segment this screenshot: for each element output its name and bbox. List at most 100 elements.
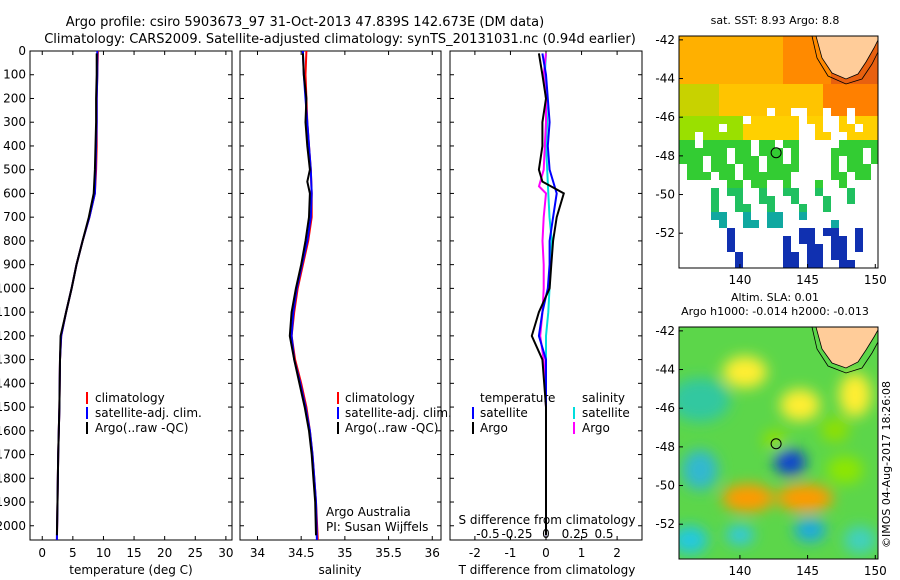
sst-cell (871, 140, 878, 148)
sst-cell (719, 172, 727, 180)
sst-cell (711, 84, 719, 92)
map-x-tick-label: 140 (728, 564, 751, 578)
sst-cell (767, 196, 775, 204)
sst-cell (743, 172, 751, 180)
sst-cell (775, 164, 783, 172)
depth-tick-label: 1600 (0, 424, 26, 438)
sst-cell (703, 100, 711, 108)
sst-cell (863, 100, 871, 108)
sst-cell (735, 148, 743, 156)
salinity-tick-label: 36 (425, 546, 440, 560)
temperature-climatology-line (55, 51, 99, 540)
sst-cell (791, 148, 799, 156)
sst-cell (831, 228, 839, 236)
sst-cell (759, 148, 767, 156)
sst-cell (863, 116, 871, 124)
sst-cell (695, 68, 703, 76)
sst-cell (791, 36, 799, 44)
sst-cell (815, 124, 823, 132)
sst-cell (815, 100, 823, 108)
sst-cell (783, 244, 791, 252)
sst-cell (767, 132, 775, 140)
s-diff-tick-label: -0.25 (501, 527, 532, 541)
temperature-panel (29, 50, 233, 541)
sst-cell (815, 188, 823, 196)
sst-cell (799, 100, 807, 108)
sst-cell (831, 100, 839, 108)
sst-cell (855, 148, 863, 156)
sst-cell (711, 156, 719, 164)
legend-t-argo-label: Argo (480, 421, 508, 435)
sst-cell (823, 196, 831, 204)
sst-cell (743, 164, 751, 172)
sst-cell (871, 52, 878, 60)
sst-map-axes: 140 145 150 -42 -44 -46 -48 -50 -52 (655, 33, 886, 287)
sst-cell (719, 84, 727, 92)
sst-cell (871, 68, 878, 76)
sst-cell (863, 76, 871, 84)
sst-cell (855, 116, 863, 124)
sst-cell (783, 172, 791, 180)
sla-anomaly-blob (679, 378, 730, 422)
depth-tick-label: 0 (18, 44, 26, 58)
sst-cell (783, 44, 791, 52)
sst-cell (839, 140, 847, 148)
sst-cell (727, 164, 735, 172)
sst-cell (695, 124, 703, 132)
map-y-tick-label: -52 (655, 226, 675, 240)
sst-cell (855, 132, 863, 140)
sst-cell (783, 132, 791, 140)
sla-anomaly-blob (722, 484, 774, 512)
sst-cell (831, 172, 839, 180)
sst-cell (703, 76, 711, 84)
sst-cell (807, 228, 815, 236)
sst-cell (719, 76, 727, 84)
sst-cell (743, 148, 751, 156)
sst-cell (791, 44, 799, 52)
sst-cell (767, 204, 775, 212)
legend-s-satellite-label: satellite (582, 406, 630, 420)
sst-cell (687, 92, 695, 100)
sst-cell (799, 204, 807, 212)
sst-cell (783, 236, 791, 244)
sst-cell (719, 220, 727, 228)
sst-cell (703, 44, 711, 52)
sst-cell (775, 124, 783, 132)
sst-cell (759, 124, 767, 132)
sla-anomaly-blob (777, 484, 833, 512)
sst-cell (791, 92, 799, 100)
sla-map-frame (678, 326, 879, 560)
sst-cell (791, 164, 799, 172)
s-diff-tick-label: 0.5 (594, 527, 613, 541)
sst-cell (711, 204, 719, 212)
legend-climatology-label: climatology (95, 391, 165, 405)
sst-cell (871, 156, 878, 164)
sst-cell (791, 52, 799, 60)
sla-map-title-line1: Altim. SLA: 0.01 (731, 291, 819, 304)
sst-cell (871, 116, 878, 124)
sst-cell (711, 60, 719, 68)
sst-cell (727, 124, 735, 132)
sst-cell (743, 204, 751, 212)
sla-map-axes: 140 145 150 -42 -44 -46 -48 -50 -52 (655, 324, 886, 578)
t-difference-x-axis: -2 -1 0 1 2 (469, 51, 621, 560)
sst-cell (759, 108, 767, 116)
sst-cell (743, 36, 751, 44)
legend-s-argo-label: Argo (582, 421, 610, 435)
sst-cell (711, 76, 719, 84)
sst-cell (775, 44, 783, 52)
sst-cell (863, 132, 871, 140)
sst-cell (799, 36, 807, 44)
legend-t-satellite-label: satellite (480, 406, 528, 420)
salinity-series (288, 51, 319, 540)
sst-cell (847, 132, 855, 140)
sst-cell (759, 196, 767, 204)
sst-cell (727, 108, 735, 116)
sst-cell (767, 220, 775, 228)
sst-cell (679, 124, 687, 132)
sst-cell (775, 108, 783, 116)
sst-cell (775, 60, 783, 68)
temperature-tick-label: 25 (188, 546, 203, 560)
map-y-tick-label: -42 (655, 33, 675, 47)
sla-map-title-line2: Argo h1000: -0.014 h2000: -0.013 (681, 305, 869, 318)
